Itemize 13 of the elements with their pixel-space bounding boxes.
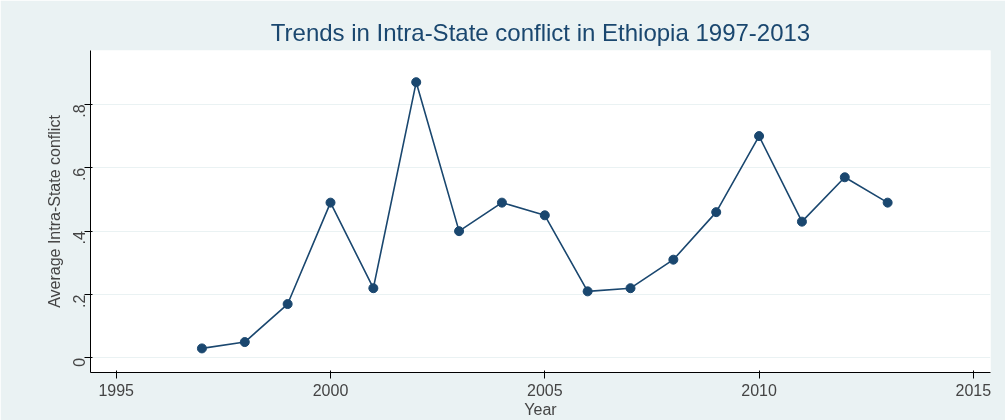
y-tick-label: .8 [71, 104, 89, 118]
x-tick-label: 2000 [312, 381, 349, 399]
y-tick-label: .2 [71, 294, 89, 308]
y-tick-label: .4 [71, 231, 89, 245]
y-tick-label: .6 [71, 167, 89, 182]
x-tick-label: 2010 [741, 381, 777, 399]
chart-title: Trends in Intra-State conflict in Ethiopia 1997-2013 [270, 18, 811, 46]
x-tick-label: 2005 [526, 381, 563, 399]
x-tick-label: 1995 [98, 381, 135, 399]
y-axis-title: Average Intra-State conflict [45, 114, 63, 308]
x-tick-label: 2015 [955, 381, 992, 399]
y-tick-label: 0 [71, 357, 89, 367]
x-axis-title: Year [524, 400, 558, 418]
